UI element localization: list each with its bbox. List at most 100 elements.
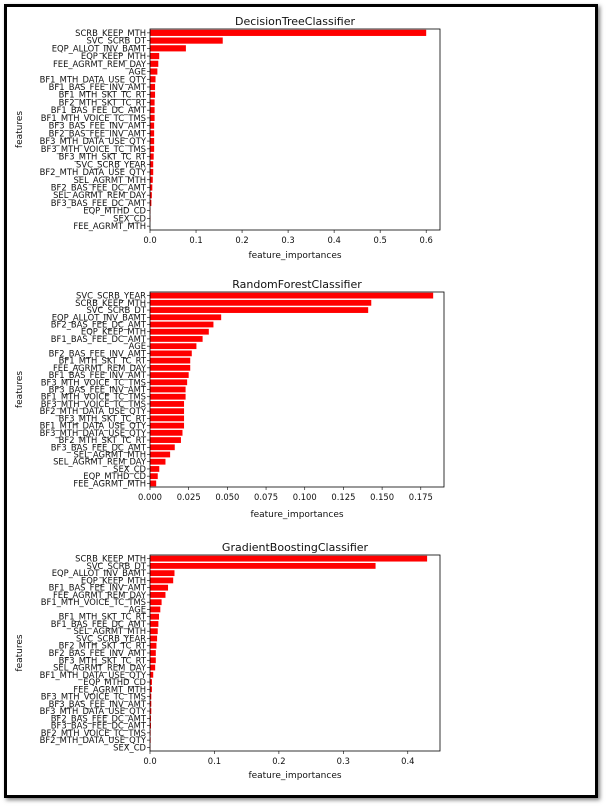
rf-xtick-label: 0.000 bbox=[138, 492, 162, 502]
gb-bar bbox=[150, 628, 158, 635]
dt-xtick-label: 0.6 bbox=[420, 235, 433, 245]
dt-ytick-label: AGE bbox=[129, 67, 146, 77]
rf-ytick-label: BF3_MTH_VOICE_TC_TMS bbox=[41, 399, 146, 409]
rf-bar bbox=[150, 364, 191, 371]
dt-xtick-label: 0.0 bbox=[143, 235, 156, 245]
rf-bar bbox=[150, 437, 181, 443]
dt-bar bbox=[150, 184, 153, 191]
rf-ytick-label: SVC_SCRB_YEAR bbox=[76, 291, 146, 301]
dt-ytick-label: FEE_AGRMT_MTH bbox=[73, 221, 146, 231]
dt-ytick-label: BF2_MTH_DATA_USE_QTY bbox=[40, 167, 147, 177]
rf-ytick-label: SEL_AGRMT_MTH bbox=[73, 450, 146, 460]
rf-ytick-label: AGE bbox=[129, 341, 146, 351]
rf-ytick-label: BF3_BAS_FEE_DC_AMT bbox=[51, 442, 147, 452]
gb-ytick-label: SEL_AGRMT_MTH bbox=[73, 626, 146, 636]
dt-xtick-label: 0.4 bbox=[327, 235, 340, 245]
gb-yaxis-label: features bbox=[15, 634, 25, 671]
rf-ytick-label: BF2_MTH_SKT_TC_RT bbox=[59, 435, 147, 445]
rf-bar bbox=[150, 328, 209, 335]
screenshot-frame bbox=[4, 4, 598, 798]
gb-bar bbox=[150, 599, 162, 606]
gb-chart: GradientBoostingClassifierSCRB_KEEP_MTHS… bbox=[15, 541, 441, 781]
rf-bar bbox=[150, 466, 160, 472]
rf-ytick-label: SVC_SCRB_DT bbox=[86, 305, 146, 315]
rf-ytick-label: BF1_MTH_SKT_TC_RT bbox=[59, 356, 147, 366]
rf-ytick-label: BF1_MTH_VOICE_TC_TMS bbox=[41, 392, 146, 402]
dt-ytick-label: BF3_BAS_FEE_DC_AMT bbox=[51, 198, 147, 208]
dt-bar bbox=[150, 199, 152, 207]
gb-ytick-label: BF1_MTH_VOICE_TC_TMS bbox=[41, 597, 146, 607]
dt-ytick-label: FEE_AGRMT_REM_DAY bbox=[53, 59, 147, 69]
rf-ytick-label: BF2_BAS_FEE_DC_AMT bbox=[51, 320, 147, 330]
dt-bar bbox=[150, 91, 156, 98]
gb-ytick-label: EQP_KEEP_MTH bbox=[81, 575, 146, 585]
rf-bar bbox=[150, 422, 185, 429]
rf-ytick-label: BF2_BAS_FEE_INV_AMT bbox=[49, 348, 147, 358]
gb-ytick-label: SEX_CD bbox=[113, 742, 146, 752]
dt-bar bbox=[150, 76, 156, 83]
rf-xaxis-label: feature_importances bbox=[250, 510, 343, 520]
rf-ytick-label: BF3_BAS_FEE_INV_AMT bbox=[49, 385, 147, 395]
rf-xtick-label: 0.050 bbox=[215, 492, 239, 502]
gb-ytick-label: FEE_AGRMT_MTH bbox=[73, 684, 146, 694]
dt-axes-frame bbox=[149, 28, 441, 231]
dt-ytick-label: SVC_SCRB_YEAR bbox=[76, 159, 146, 169]
dt-bar bbox=[150, 60, 159, 67]
rf-xtick-label: 0.025 bbox=[177, 492, 201, 502]
gb-bar bbox=[150, 686, 152, 693]
rf-bar bbox=[150, 357, 191, 364]
gb-bar bbox=[150, 708, 152, 714]
dt-ytick-label: SEL_AGRMT_REM_DAY bbox=[53, 190, 147, 200]
gb-bar bbox=[150, 693, 152, 700]
gb-bar bbox=[150, 715, 151, 722]
rf-axes-frame bbox=[149, 291, 445, 488]
gb-ytick-label: SVC_SCRB_DT bbox=[86, 561, 146, 571]
rf-bar bbox=[150, 480, 157, 487]
gb-xtick-label: 0.2 bbox=[272, 756, 285, 766]
gb-ytick-label: BF3_MTH_VOICE_TC_TMS bbox=[41, 692, 146, 702]
dt-ytick-label: BF2_BAS_FEE_INV_AMT bbox=[49, 128, 147, 138]
rf-bar bbox=[150, 314, 222, 321]
dt-xtick-label: 0.5 bbox=[373, 235, 386, 245]
gb-bar bbox=[150, 621, 159, 627]
dt-ytick-label: BF3_BAS_FEE_INV_AMT bbox=[49, 121, 147, 131]
dt-xaxis-label: feature_importances bbox=[248, 251, 341, 261]
dt-ytick-label: SEL_AGRMT_MTH bbox=[73, 175, 146, 185]
rf-yaxis-label: features bbox=[15, 371, 25, 408]
rf-xtick-label: 0.175 bbox=[409, 492, 433, 502]
rf-xtick-label: 0.150 bbox=[370, 492, 394, 502]
dt-bar bbox=[150, 68, 158, 75]
gb-bar bbox=[150, 613, 160, 620]
gb-ytick-label: SCRB_KEEP_MTH bbox=[75, 554, 146, 564]
gb-ytick-label: BF1_MTH_DATA_USE_QTY bbox=[40, 670, 147, 680]
gb-xtick-label: 0.1 bbox=[208, 756, 221, 766]
gb-ytick-label: SEL_AGRMT_REM_DAY bbox=[53, 663, 147, 673]
dt-chart-title: DecisionTreeClassifier bbox=[235, 15, 355, 28]
rf-ytick-label: FEE_AGRMT_REM_DAY bbox=[53, 363, 147, 373]
gb-ytick-label: BF3_BAS_FEE_INV_AMT bbox=[49, 699, 147, 709]
dt-bar bbox=[150, 29, 427, 36]
rf-ytick-label: BF3_MTH_DATA_USE_QTY bbox=[40, 428, 147, 438]
rf-bar bbox=[150, 321, 214, 328]
dt-ytick-label: SCRB_KEEP_MTH bbox=[75, 28, 146, 38]
gb-ytick-label: FEE_AGRMT_REM_DAY bbox=[53, 590, 147, 600]
dt-bar bbox=[150, 107, 155, 114]
gb-xtick-label: 0.3 bbox=[337, 756, 350, 766]
gb-bar bbox=[150, 700, 152, 707]
dt-ytick-label: BF3_MTH_DATA_USE_QTY bbox=[40, 136, 147, 146]
dt-xtick-label: 0.2 bbox=[235, 235, 248, 245]
dt-bar bbox=[150, 153, 154, 160]
rf-bar bbox=[150, 473, 158, 480]
rf-bar bbox=[150, 343, 197, 350]
gb-ytick-label: BF1_MTH_SKT_TC_RT bbox=[59, 612, 147, 622]
rf-ytick-label: BF1_MTH_DATA_USE_QTY bbox=[40, 421, 147, 431]
gb-axes-frame bbox=[149, 554, 441, 752]
rf-bar bbox=[150, 386, 186, 393]
rf-ytick-label: SCRB_KEEP_MTH bbox=[75, 298, 146, 308]
gb-ytick-label: SVC_SCRB_YEAR bbox=[76, 633, 146, 643]
rf-bar bbox=[150, 292, 434, 299]
dt-ytick-label: BF2_BAS_FEE_DC_AMT bbox=[51, 182, 147, 192]
dt-ytick-label: BF2_MTH_SKT_TC_RT bbox=[59, 97, 147, 107]
rf-bar bbox=[150, 393, 186, 400]
